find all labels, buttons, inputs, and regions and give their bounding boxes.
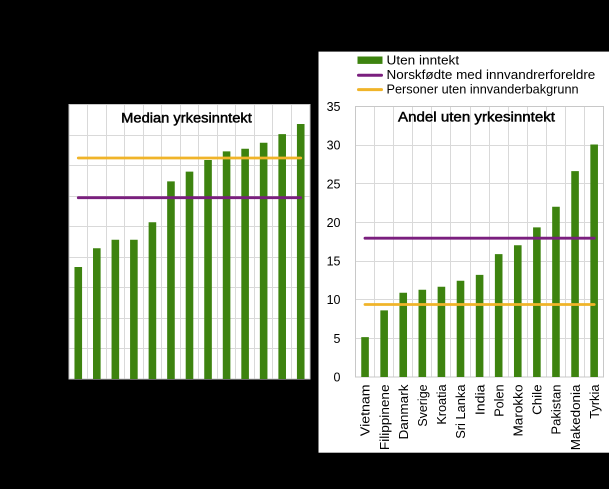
svg-text:Median yrkesinntekt: Median yrkesinntekt — [121, 110, 252, 125]
svg-text:Pakistan: Pakistan — [550, 384, 564, 434]
svg-text:5: 5 — [334, 332, 341, 346]
svg-text:35: 35 — [327, 100, 341, 114]
svg-text:Danmark: Danmark — [397, 384, 411, 440]
svg-text:Sri Lanka: Sri Lanka — [454, 384, 468, 438]
svg-text:0: 0 — [334, 371, 341, 385]
svg-text:Kroatia: Kroatia — [435, 384, 449, 424]
svg-text:Chile: Chile — [531, 384, 545, 414]
svg-text:Vietnam: Vietnam — [359, 385, 373, 437]
svg-text:Polen: Polen — [492, 384, 506, 416]
svg-text:Uten inntekt: Uten inntekt — [387, 52, 460, 67]
svg-text:Sverige: Sverige — [416, 384, 430, 426]
svg-text:Norskfødte med innvandrerforel: Norskfødte med innvandrerforeldre — [387, 67, 596, 82]
svg-text:Marokko: Marokko — [512, 384, 526, 436]
svg-text:25: 25 — [327, 177, 341, 191]
svg-text:10: 10 — [327, 293, 341, 307]
svg-text:20: 20 — [327, 216, 341, 230]
svg-text:15: 15 — [327, 255, 341, 269]
svg-text:India: India — [473, 384, 487, 415]
svg-text:Personer uten innvanderbakgrun: Personer uten innvanderbakgrunn — [387, 81, 579, 96]
svg-text:Tyrkia: Tyrkia — [588, 384, 602, 418]
svg-text:Filippinene: Filippinene — [378, 384, 392, 450]
svg-text:30: 30 — [327, 139, 341, 153]
svg-text:Andel uten yrkesinntekt: Andel uten yrkesinntekt — [398, 109, 555, 124]
svg-text:Makedonia: Makedonia — [569, 384, 583, 450]
